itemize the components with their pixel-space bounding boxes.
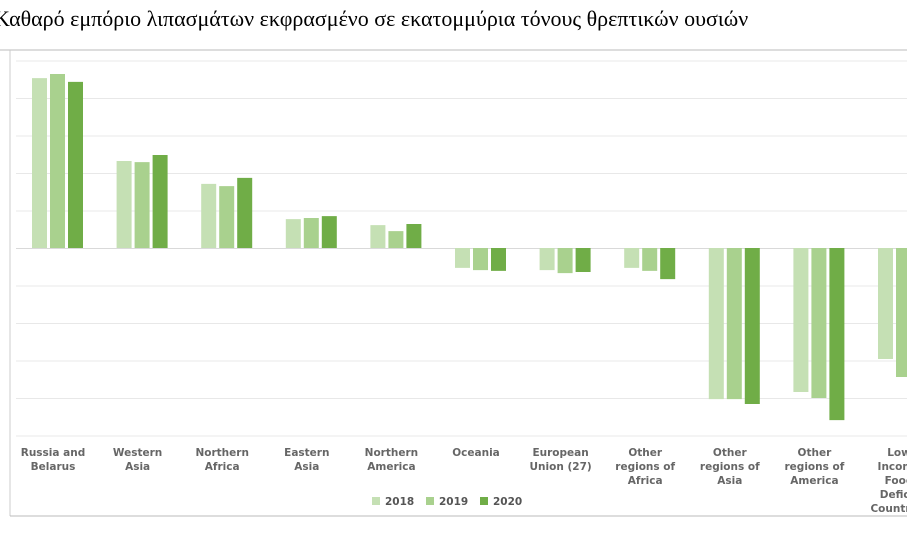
x-tick-label: Russia and Belarus	[21, 447, 85, 473]
bar-2020	[237, 177, 253, 248]
bar-2019	[811, 248, 827, 398]
bar-2020	[152, 155, 168, 248]
bar-2019	[303, 218, 319, 248]
x-tick-label: Northern Africa	[195, 447, 248, 473]
bar-2020	[406, 224, 422, 248]
legend-swatch-2018	[372, 497, 380, 505]
chart-title: Καθαρό εμπόριο λιπασμάτων εκφρασμένο σε …	[0, 6, 749, 31]
bar-2018	[624, 248, 640, 268]
x-tick-label: European Union (27)	[530, 447, 592, 473]
bar-2018	[201, 183, 217, 248]
legend-label-2018: 2018	[385, 496, 414, 508]
x-tick-label: Oceania	[452, 447, 500, 459]
bar-2019	[219, 186, 235, 248]
x-tick-label: Northern America	[365, 447, 418, 473]
legend-swatch-2019	[426, 497, 434, 505]
bar-2019	[50, 74, 65, 248]
bar-2020	[575, 248, 591, 272]
bar-2020	[660, 248, 676, 280]
bar-2018	[708, 248, 724, 400]
legend-label-2019: 2019	[439, 496, 468, 508]
bar-2018	[455, 248, 470, 268]
bar-2018	[116, 161, 132, 248]
legend-label-2020: 2020	[493, 496, 522, 508]
bar-2020	[68, 81, 83, 248]
legend-swatch-2020	[480, 497, 488, 505]
bar-2020	[491, 248, 506, 271]
bar-2018	[878, 248, 893, 359]
bar-2019	[134, 162, 150, 248]
bar-2019	[557, 248, 573, 274]
x-tick-label: LowIncomeFoodDeficitCountries	[870, 447, 907, 515]
bar-2019	[896, 248, 907, 377]
x-tick-label: Other regions of Asia	[700, 447, 760, 487]
bar-2019	[388, 231, 404, 248]
x-tick-label: Other regions of Africa	[615, 447, 675, 487]
bar-2020	[829, 248, 845, 421]
x-tick-label: Eastern Asia	[284, 447, 329, 473]
bar-2019	[473, 248, 488, 271]
bar-2020	[321, 216, 337, 248]
bar-2019	[642, 248, 658, 271]
bar-2018	[793, 248, 809, 392]
bar-2018	[32, 78, 47, 248]
x-tick-label: Western Asia	[113, 447, 162, 473]
x-tick-label: Other regions of America	[785, 447, 845, 487]
bar-2020	[744, 248, 760, 404]
bar-2019	[726, 248, 742, 400]
bar-2018	[370, 225, 386, 248]
bar-2018	[285, 219, 301, 248]
bar-2018	[539, 248, 555, 271]
